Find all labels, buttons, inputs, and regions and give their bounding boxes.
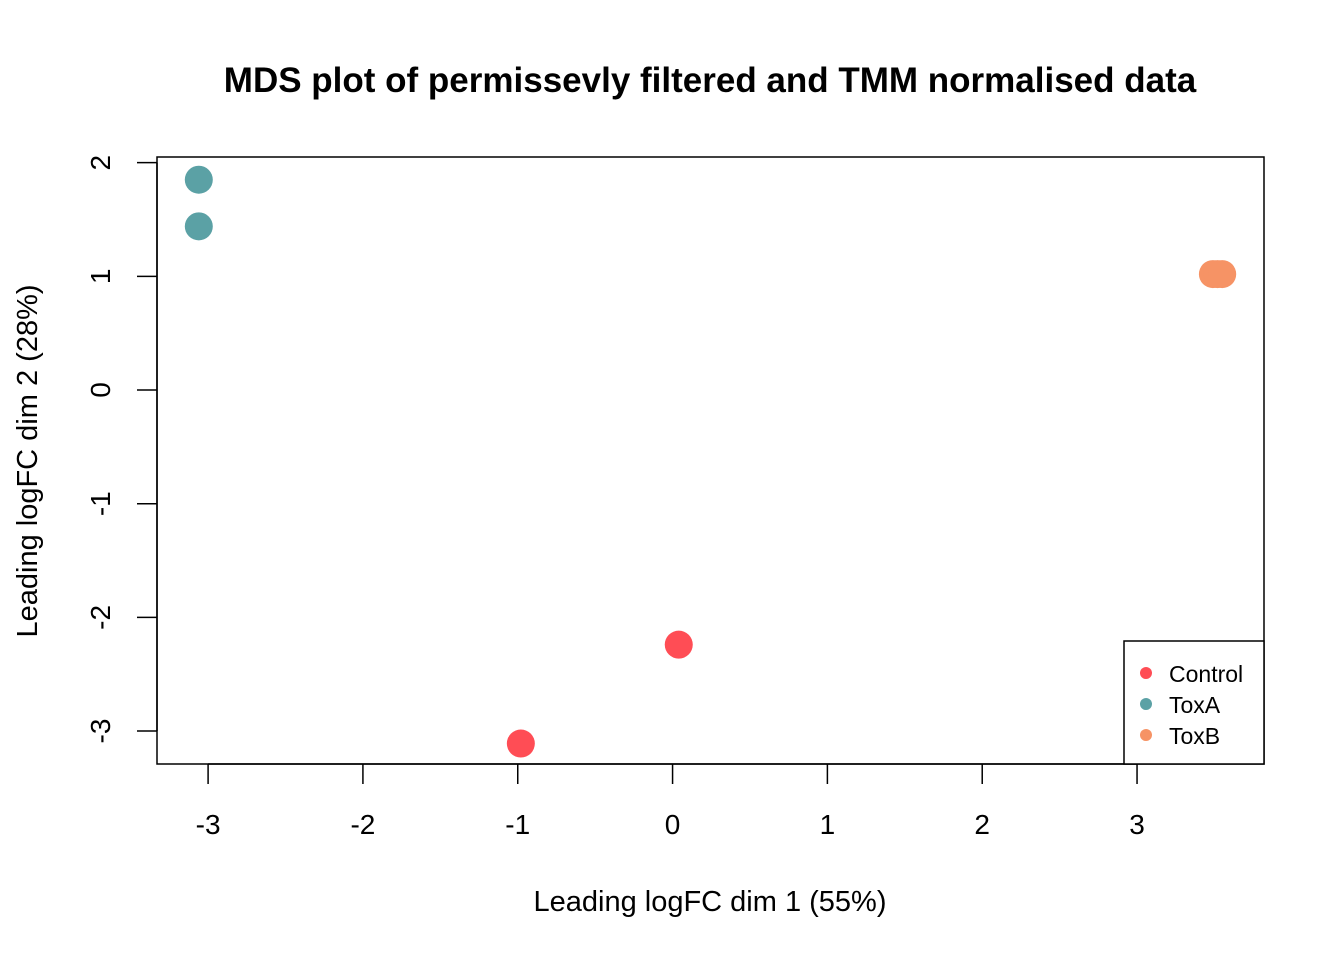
legend-label-control: Control bbox=[1169, 661, 1243, 687]
data-point-toxa bbox=[184, 165, 213, 194]
data-point-control bbox=[506, 729, 535, 758]
data-point-control bbox=[664, 630, 693, 659]
legend-marker-toxa bbox=[1140, 698, 1152, 710]
y-tick-label: -1 bbox=[85, 491, 116, 516]
x-axis: -3 -2 -1 0 1 2 3 bbox=[196, 763, 1145, 840]
data-point-toxa bbox=[184, 212, 213, 241]
plot-frame bbox=[156, 156, 1265, 765]
x-tick-label: -2 bbox=[350, 809, 375, 840]
y-tick-label: 0 bbox=[85, 382, 116, 398]
y-tick-label: -3 bbox=[85, 719, 116, 744]
legend-marker-toxb bbox=[1140, 729, 1152, 741]
x-tick-label: 3 bbox=[1129, 809, 1145, 840]
y-axis-label: Leading logFC dim 2 (28%) bbox=[12, 284, 44, 637]
y-tick-label: 2 bbox=[85, 155, 116, 171]
legend-label-toxa: ToxA bbox=[1169, 692, 1221, 718]
y-tick-label: 1 bbox=[85, 269, 116, 285]
x-axis-label: Leading logFC dim 1 (55%) bbox=[533, 886, 886, 918]
y-axis: -3 -2 -1 0 1 2 bbox=[85, 155, 158, 744]
x-tick-label: 0 bbox=[665, 809, 681, 840]
x-tick-label: 2 bbox=[974, 809, 990, 840]
data-point-toxb bbox=[1208, 260, 1237, 289]
x-tick-label: -1 bbox=[505, 809, 530, 840]
x-tick-label: -3 bbox=[196, 809, 221, 840]
legend: Control ToxA ToxB bbox=[1123, 640, 1265, 765]
data-points bbox=[184, 165, 1237, 758]
y-tick-label: -2 bbox=[85, 605, 116, 630]
legend-marker-control bbox=[1140, 667, 1152, 679]
chart-title: MDS plot of permissevly filtered and TMM… bbox=[224, 61, 1197, 100]
legend-label-toxb: ToxB bbox=[1169, 723, 1220, 749]
x-tick-label: 1 bbox=[820, 809, 836, 840]
